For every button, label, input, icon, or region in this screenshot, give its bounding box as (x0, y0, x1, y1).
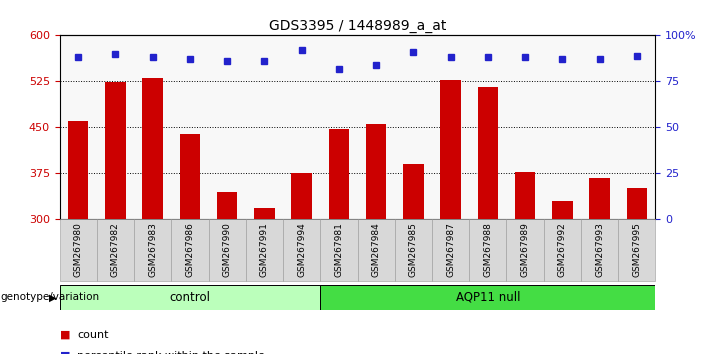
Text: ■: ■ (60, 351, 74, 354)
Text: GSM267993: GSM267993 (595, 223, 604, 278)
Text: genotype/variation: genotype/variation (1, 292, 100, 302)
Bar (171, 219, 209, 281)
Bar (440, 80, 461, 219)
Text: control: control (170, 291, 210, 304)
Bar (590, 178, 610, 219)
Bar (403, 164, 423, 219)
Text: GSM267985: GSM267985 (409, 223, 418, 278)
Text: percentile rank within the sample: percentile rank within the sample (77, 351, 265, 354)
Bar (627, 188, 647, 219)
Bar (68, 121, 88, 219)
Text: GSM267983: GSM267983 (148, 223, 157, 278)
Text: GSM267980: GSM267980 (74, 223, 83, 278)
Bar (142, 78, 163, 219)
Bar (209, 219, 246, 281)
Bar (292, 173, 312, 219)
Text: GSM267987: GSM267987 (446, 223, 455, 278)
Text: GSM267990: GSM267990 (223, 223, 231, 278)
Bar (105, 82, 125, 219)
Bar (97, 219, 134, 281)
Text: GSM267991: GSM267991 (260, 223, 269, 278)
Bar (618, 219, 655, 281)
Text: GSM267984: GSM267984 (372, 223, 381, 277)
Bar (581, 219, 618, 281)
Bar (320, 219, 358, 281)
Text: ■: ■ (60, 330, 74, 339)
Bar (515, 172, 536, 219)
Bar (395, 219, 432, 281)
Bar (469, 219, 506, 281)
Bar (432, 219, 469, 281)
Bar (60, 219, 97, 281)
Bar (477, 87, 498, 219)
Text: GSM267992: GSM267992 (558, 223, 567, 277)
Bar (246, 219, 283, 281)
Bar (358, 219, 395, 281)
Bar (544, 219, 581, 281)
Text: GSM267995: GSM267995 (632, 223, 641, 278)
Text: GSM267988: GSM267988 (484, 223, 492, 278)
Bar (329, 129, 349, 219)
Bar (506, 219, 544, 281)
Text: GSM267989: GSM267989 (521, 223, 529, 278)
Bar (320, 285, 655, 310)
Bar (217, 192, 238, 219)
Bar (179, 133, 200, 219)
Bar (283, 219, 320, 281)
Text: AQP11 null: AQP11 null (456, 291, 520, 304)
Title: GDS3395 / 1448989_a_at: GDS3395 / 1448989_a_at (268, 19, 447, 33)
Text: ▶: ▶ (48, 292, 56, 302)
Text: GSM267982: GSM267982 (111, 223, 120, 277)
Text: GSM267986: GSM267986 (186, 223, 194, 278)
Bar (60, 285, 320, 310)
Bar (254, 209, 275, 219)
Text: GSM267994: GSM267994 (297, 223, 306, 277)
Text: GSM267981: GSM267981 (334, 223, 343, 278)
Bar (366, 124, 386, 219)
Bar (134, 219, 171, 281)
Text: count: count (77, 330, 109, 339)
Bar (552, 201, 573, 219)
